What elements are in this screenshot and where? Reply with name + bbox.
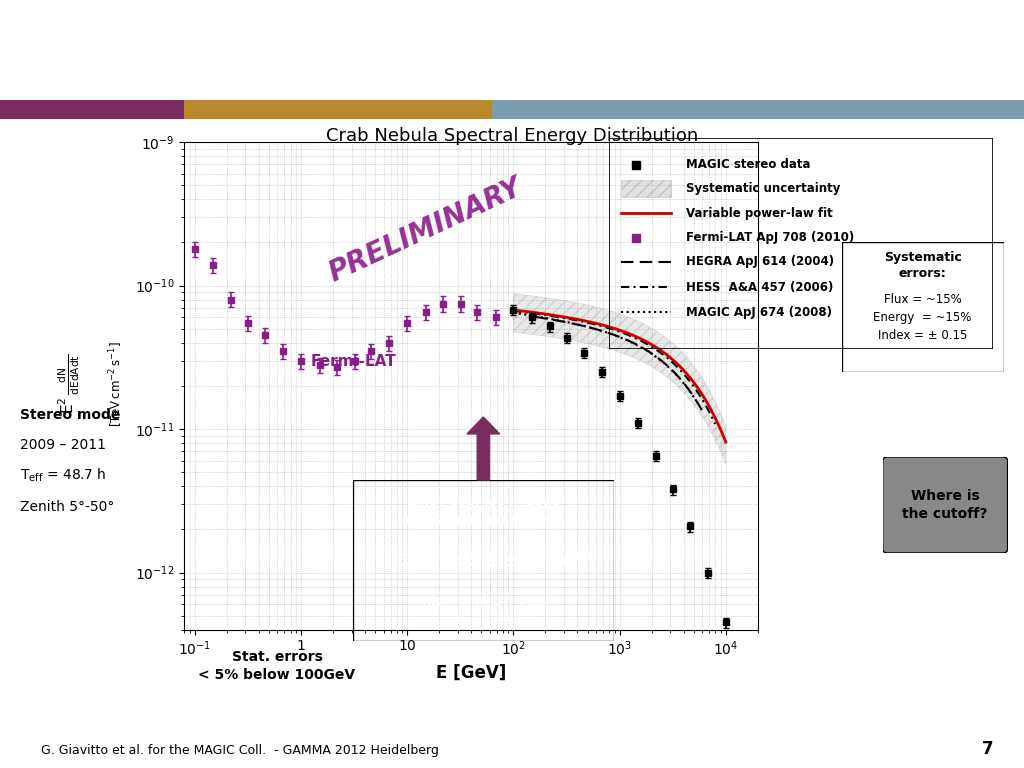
Bar bbox=[621, 180, 671, 197]
Text: Variable power-law fit: Variable power-law fit bbox=[686, 207, 833, 220]
Text: HESS  A&A 457 (2006): HESS A&A 457 (2006) bbox=[686, 280, 834, 293]
X-axis label: E [GeV]: E [GeV] bbox=[436, 664, 506, 682]
Text: Where is
the cutoff?: Where is the cutoff? bbox=[902, 488, 988, 521]
Text: $\mathrm{[TeV\,cm^{-2}\,s^{-1}]}$: $\mathrm{[TeV\,cm^{-2}\,s^{-1}]}$ bbox=[108, 341, 125, 427]
Text: Fermi-LAT ApJ 708 (2010): Fermi-LAT ApJ 708 (2010) bbox=[686, 231, 854, 244]
Text: Systematic uncertainty: Systematic uncertainty bbox=[686, 183, 841, 195]
Text: G. Giavitto et al. for the MAGIC Coll.  - GAMMA 2012 Heidelberg: G. Giavitto et al. for the MAGIC Coll. -… bbox=[41, 744, 439, 757]
Text: Zenith 5°-50°: Zenith 5°-50° bbox=[20, 500, 115, 514]
Text: $\mathrm{IC_{peak}}$ = 59 ± 6 GeV: $\mathrm{IC_{peak}}$ = 59 ± 6 GeV bbox=[385, 551, 592, 576]
Text: Flux = ~15%
Energy  = ~15%
Index = ± 0.15: Flux = ~15% Energy = ~15% Index = ± 0.15 bbox=[873, 293, 972, 343]
Text: $\mathrm{E^2\,\frac{dN}{dEdAdt}}$: $\mathrm{E^2\,\frac{dN}{dEdAdt}}$ bbox=[56, 354, 82, 414]
Text: Fermi-LAT: Fermi-LAT bbox=[310, 354, 396, 369]
FancyBboxPatch shape bbox=[883, 457, 1008, 553]
Bar bbox=[0, 100, 184, 119]
Text: MAGIC stereo data: MAGIC stereo data bbox=[686, 158, 811, 171]
Text: Crab Nebula: spectrum: Crab Nebula: spectrum bbox=[31, 22, 788, 78]
Bar bbox=[184, 100, 492, 119]
Text: Stereo mode: Stereo mode bbox=[20, 408, 121, 422]
Text: (with Fermi-LAT data,
stat. err only): (with Fermi-LAT data, stat. err only) bbox=[417, 595, 551, 625]
Text: MAGIC ApJ 674 (2008): MAGIC ApJ 674 (2008) bbox=[686, 306, 833, 319]
Text: HEGRA ApJ 614 (2004): HEGRA ApJ 614 (2004) bbox=[686, 255, 835, 268]
Text: $\mathrm{T_{eff}}$ = 48.7 h: $\mathrm{T_{eff}}$ = 48.7 h bbox=[20, 467, 106, 485]
Text: 2009 – 2011: 2009 – 2011 bbox=[20, 439, 106, 452]
Text: Stat. errors
< 5% below 100GeV: Stat. errors < 5% below 100GeV bbox=[199, 650, 355, 683]
Bar bbox=[492, 100, 1024, 119]
Text: 7: 7 bbox=[982, 740, 993, 758]
Text: Systematic
errors:: Systematic errors: bbox=[884, 251, 962, 280]
Text: MOST PRECISE IC PEAK
MEASUREMENT SO FAR:: MOST PRECISE IC PEAK MEASUREMENT SO FAR: bbox=[404, 499, 563, 528]
Text: PRELIMINARY: PRELIMINARY bbox=[324, 173, 526, 287]
Text: Crab Nebula Spectral Energy Distribution: Crab Nebula Spectral Energy Distribution bbox=[326, 127, 698, 144]
